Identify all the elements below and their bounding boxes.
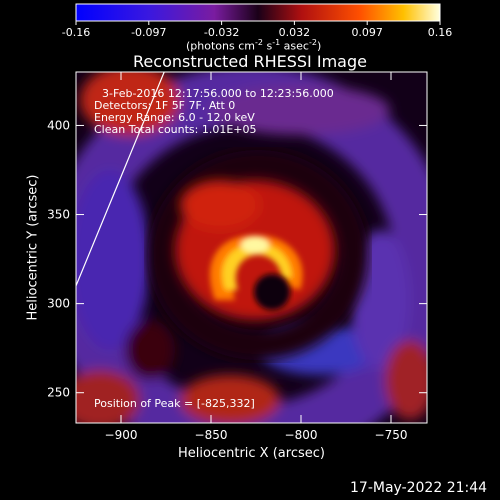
colorbar: -0.16 -0.097 -0.032 0.032 0.097 0.16 (62, 3, 452, 39)
annotation-clean: Clean Total counts: 1.01E+05 (94, 123, 257, 136)
y-tick-label: 250 (47, 386, 70, 400)
plot-frame (75, 71, 428, 424)
annotation-peak: Position of Peak = [-825,332] (94, 397, 255, 410)
colorbar-tick-label: -0.032 (204, 26, 239, 39)
y-tick-label: 300 (47, 297, 70, 311)
annotation-time: 3-Feb-2016 12:17:56.000 to 12:23:56.000 (102, 87, 334, 100)
annotation-energy: Energy Range: 6.0 - 12.0 keV (94, 111, 255, 124)
footer-timestamp: 17-May-2022 21:44 (350, 480, 488, 496)
colorbar-tick-label: 0.032 (279, 26, 311, 39)
annotation-detectors: Detectors: 1F 5F 7F, Att 0 (94, 99, 236, 112)
plot-title: Reconstructed RHESSI Image (133, 52, 367, 71)
plot-axes: −900 −850 −800 −750 250 300 350 400 (47, 72, 427, 442)
colorbar-tick-label: -0.097 (131, 26, 166, 39)
x-tick-label: −750 (375, 428, 408, 442)
axis-y-label: Heliocentric Y (arcsec) (25, 174, 41, 321)
x-tick-label: −900 (105, 428, 138, 442)
x-tick-label: −800 (285, 428, 318, 442)
y-tick-label: 350 (47, 208, 70, 222)
axis-x-label: Heliocentric X (arcsec) (178, 446, 325, 461)
colorbar-tick-label: 0.16 (428, 26, 453, 39)
x-tick-label: −850 (195, 428, 228, 442)
solar-limb-line (76, 72, 165, 287)
image-content (76, 72, 427, 423)
colorbar-unit: (photons cm-2 s-1 asec-2) (186, 38, 322, 53)
colorbar-tick-label: 0.097 (351, 26, 383, 39)
colorbar-scale (75, 3, 441, 22)
y-tick-label: 400 (47, 118, 70, 132)
colorbar-ticks: -0.16 -0.097 -0.032 0.032 0.097 0.16 (62, 21, 452, 39)
colorbar-tick-label: -0.16 (62, 26, 90, 39)
